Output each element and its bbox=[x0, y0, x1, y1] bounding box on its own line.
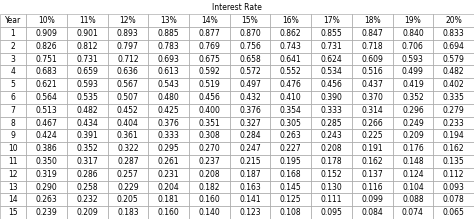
Text: Interest Rate: Interest Rate bbox=[212, 3, 262, 12]
